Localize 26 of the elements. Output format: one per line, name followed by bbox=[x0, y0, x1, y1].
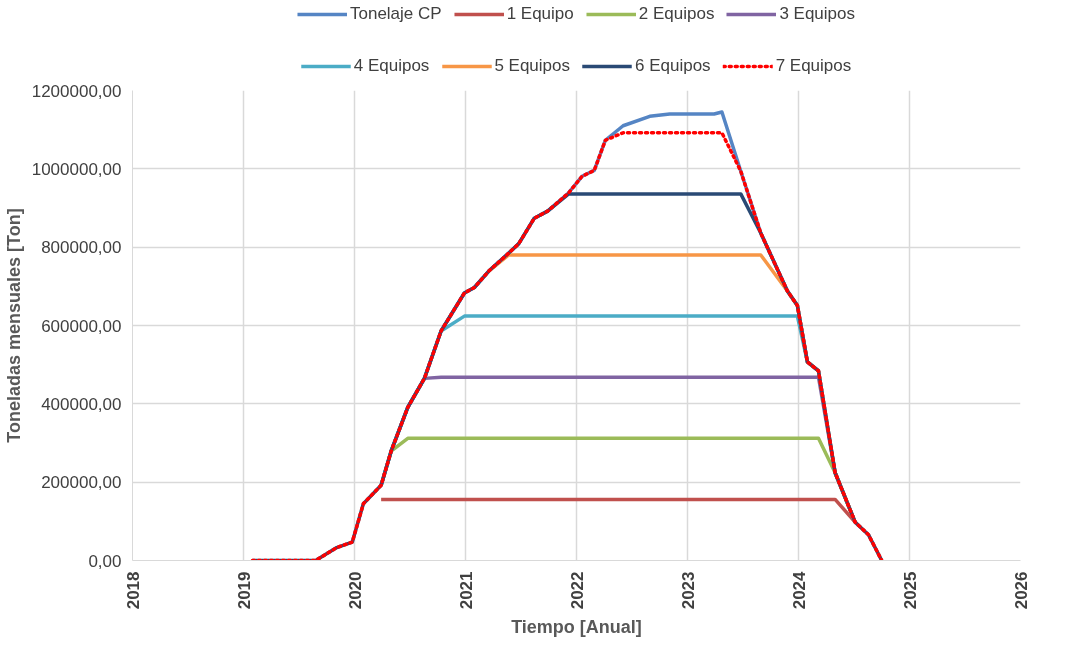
x-tick-label: 2022 bbox=[567, 571, 587, 610]
y-tick-label: 200000,00 bbox=[41, 473, 122, 493]
legend-label: 7 Equipos bbox=[775, 56, 852, 76]
y-tick-label: 0,00 bbox=[88, 551, 122, 571]
y-tick-label: 1200000,00 bbox=[31, 81, 122, 101]
y-tick-label: 600000,00 bbox=[41, 316, 122, 336]
x-axis-title: Tiempo [Anual] bbox=[511, 617, 642, 638]
y-tick-label: 1000000,00 bbox=[31, 159, 122, 179]
legend-label: 2 Equipos bbox=[638, 4, 715, 24]
x-tick-label: 2024 bbox=[789, 570, 809, 610]
x-tick-label: 2020 bbox=[345, 571, 365, 610]
x-tick-label: 2026 bbox=[1011, 571, 1031, 610]
legend-label: Tonelaje CP bbox=[349, 4, 442, 24]
x-tick-label: 2021 bbox=[456, 571, 476, 610]
legend-label: 4 Equipos bbox=[353, 56, 430, 76]
y-tick-label: 800000,00 bbox=[41, 238, 122, 258]
x-tick-label: 2019 bbox=[234, 571, 254, 610]
x-tick-label: 2018 bbox=[123, 571, 143, 610]
legend-label: 3 Equipos bbox=[779, 4, 856, 24]
y-axis-title: Toneladas mensuales [Ton] bbox=[3, 208, 24, 443]
y-tick-label: 400000,00 bbox=[41, 394, 122, 414]
x-tick-label: 2025 bbox=[900, 571, 920, 610]
legend-label: 6 Equipos bbox=[635, 56, 711, 76]
legend-label: 5 Equipos bbox=[494, 56, 570, 76]
legend-label: 1 Equipo bbox=[506, 4, 574, 24]
x-tick-label: 2023 bbox=[678, 571, 698, 610]
